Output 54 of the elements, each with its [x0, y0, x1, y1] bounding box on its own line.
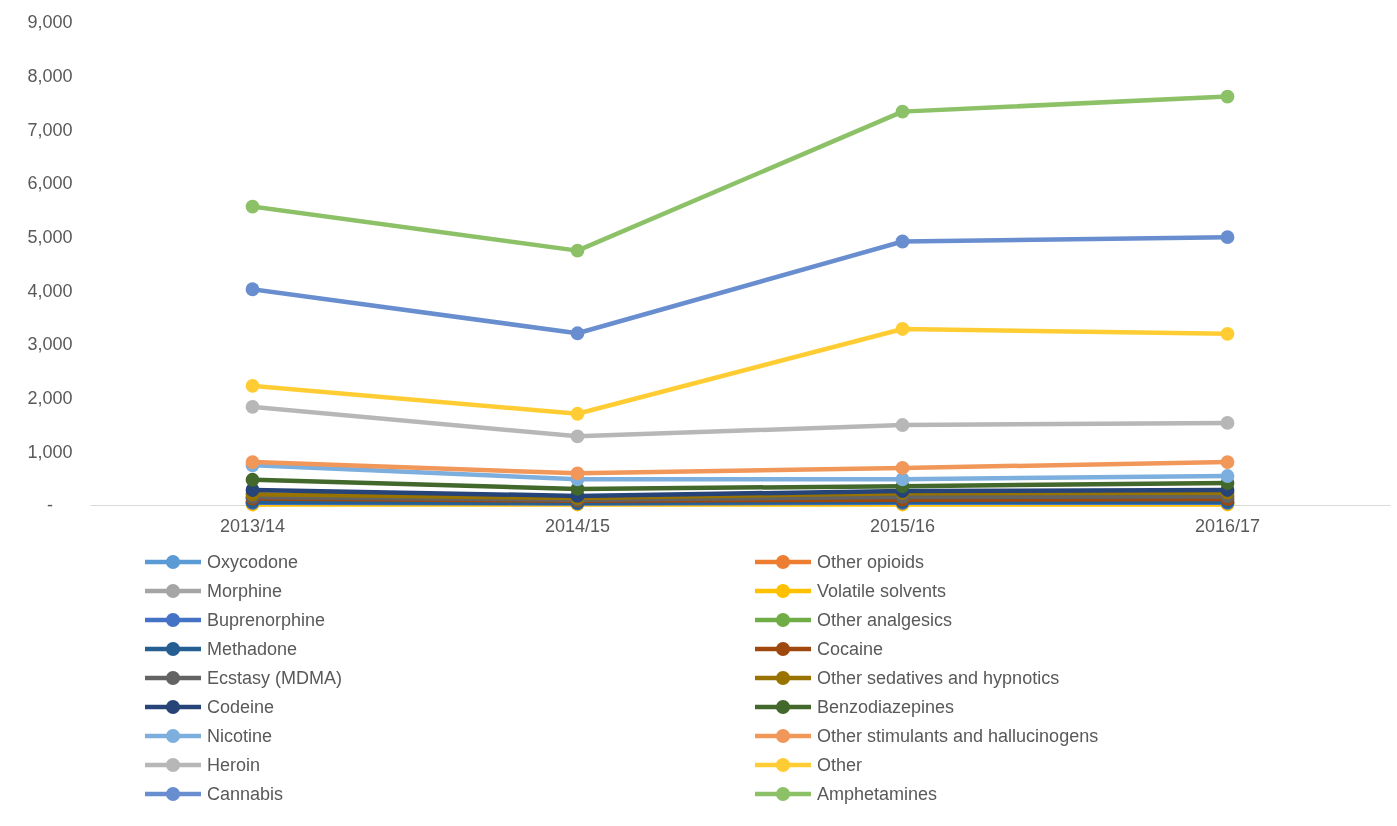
point	[245, 472, 260, 487]
y-tick-label: 3,000	[27, 334, 73, 355]
x-tick-label: 2016/17	[1194, 515, 1261, 536]
point	[895, 234, 910, 249]
legend-label: Cocaine	[817, 639, 884, 660]
y-tick-label: 1,000	[27, 441, 73, 462]
y-tick-label: 9,000	[27, 12, 73, 33]
point	[1220, 230, 1235, 245]
legend-label: Other	[817, 755, 863, 776]
legend-label: Volatile solvents	[817, 581, 947, 602]
point	[245, 399, 260, 414]
x-tick-label: 2015/16	[869, 515, 936, 536]
y-tick-label: -	[47, 495, 53, 516]
legend-label: Other stimulants and hallucinogens	[817, 726, 1099, 747]
point	[895, 322, 910, 336]
point	[570, 326, 585, 341]
point	[895, 461, 910, 475]
point	[895, 104, 910, 119]
point	[1220, 415, 1235, 430]
legend-label: Buprenorphine	[207, 610, 326, 631]
legend-label: Methadone	[207, 639, 298, 660]
point	[895, 418, 910, 432]
point	[1220, 455, 1235, 469]
point	[1220, 469, 1235, 483]
x-tick-label: 2014/15	[544, 515, 611, 536]
legend-label: Heroin	[207, 755, 261, 776]
legend-label: Nicotine	[207, 726, 273, 747]
legend-label: Benzodiazepines	[817, 697, 955, 718]
legend-label: Other opioids	[817, 552, 925, 573]
legend-label: Cannabis	[207, 784, 284, 805]
legend-label: Oxycodone	[207, 552, 299, 573]
point	[570, 429, 585, 444]
point	[1220, 89, 1235, 104]
point	[570, 466, 585, 481]
point	[245, 455, 260, 469]
y-tick-label: 5,000	[27, 226, 73, 247]
legend-label: Ecstasy (MDMA)	[207, 668, 342, 689]
point	[570, 406, 585, 421]
y-tick-label: 6,000	[27, 173, 73, 194]
legend-label: Amphetamines	[817, 784, 938, 805]
point	[1220, 326, 1235, 341]
point	[570, 243, 585, 258]
y-tick-label: 4,000	[27, 280, 73, 301]
x-tick-label: 2013/14	[219, 515, 286, 536]
point	[245, 378, 260, 393]
point	[245, 282, 260, 297]
legend-label: Morphine	[207, 581, 283, 602]
point	[245, 199, 260, 214]
legend-label: Codeine	[207, 697, 275, 718]
y-tick-label: 8,000	[27, 65, 73, 86]
y-tick-label: 2,000	[27, 387, 73, 408]
y-tick-label: 7,000	[27, 119, 73, 140]
legend-label: Other analgesics	[817, 610, 953, 631]
legend-label: Other sedatives and hypnotics	[817, 668, 1060, 689]
